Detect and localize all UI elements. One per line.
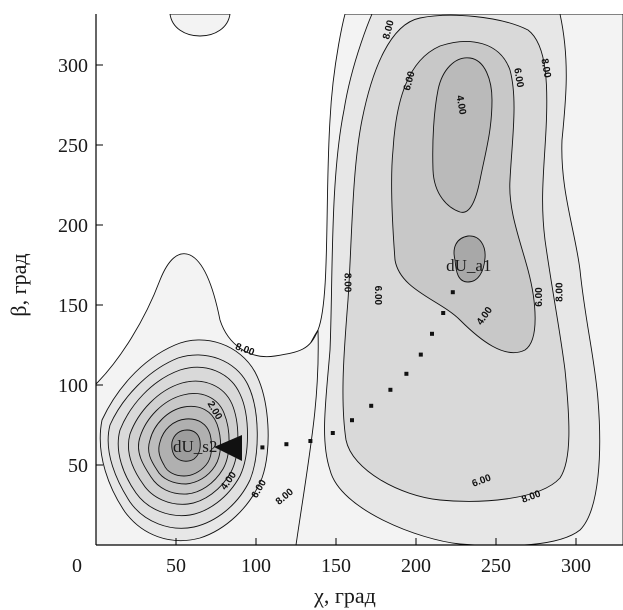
path-point (330, 431, 335, 435)
contour-label: 8.00 (381, 19, 397, 41)
contour-label: 6.00 (534, 287, 545, 307)
contour-right-min (453, 235, 486, 283)
path-point (418, 352, 423, 357)
y-tick-label: 200 (58, 215, 88, 237)
path-point (450, 290, 455, 295)
x-tick-label: 150 (321, 555, 351, 577)
axes: 50 100 150 200 250 300 50 100 150 200 250 300 0 χ,… (6, 14, 623, 608)
x-tick-label: 100 (241, 555, 271, 577)
contour-top-blob (169, 14, 231, 37)
y-axis-ticks: 50 100 150 200 250 300 (58, 55, 103, 477)
x-tick-label: 50 (166, 555, 186, 577)
x-tick-label: 200 (401, 555, 431, 577)
x-axis-ticks: 50 100 150 200 250 300 (166, 538, 591, 577)
contour-label: 8.00 (342, 273, 353, 293)
minimum-label: dU_a1 (446, 256, 491, 275)
contour-fills (96, 14, 623, 545)
path-point (430, 331, 434, 336)
x-axis-title: χ, град (313, 583, 376, 608)
path-point (308, 439, 313, 443)
path-point (260, 445, 265, 450)
y-tick-label: 300 (58, 55, 88, 77)
origin-label: 0 (72, 555, 82, 577)
path-point (350, 418, 354, 423)
y-axis-title: β, град (6, 253, 31, 316)
contour-label: 8.00 (538, 58, 552, 80)
contour-label: 6.00 (402, 70, 418, 92)
x-tick-label: 300 (561, 555, 591, 577)
path-point (369, 403, 374, 408)
path-point (284, 442, 289, 447)
path-start-arrow (214, 435, 242, 461)
path-point (441, 311, 446, 315)
contour-label: 4.00 (454, 94, 468, 116)
contour-left-min (171, 429, 201, 462)
minimum-label: dU_s2 (173, 437, 217, 456)
contour-label: 6.00 (372, 286, 383, 306)
y-tick-label: 100 (58, 375, 88, 397)
y-tick-label: 150 (58, 295, 88, 317)
contour-label: 6.00 (511, 67, 525, 89)
y-tick-label: 250 (58, 135, 88, 157)
contour-right-2 (432, 57, 493, 213)
x-tick-label: 250 (481, 555, 511, 577)
contour-label: 8.00 (555, 282, 566, 302)
y-tick-label: 50 (68, 455, 88, 477)
path-point (404, 371, 409, 376)
minima-markers: dU_s2 dU_a1 (173, 256, 491, 461)
path-point (388, 387, 393, 392)
